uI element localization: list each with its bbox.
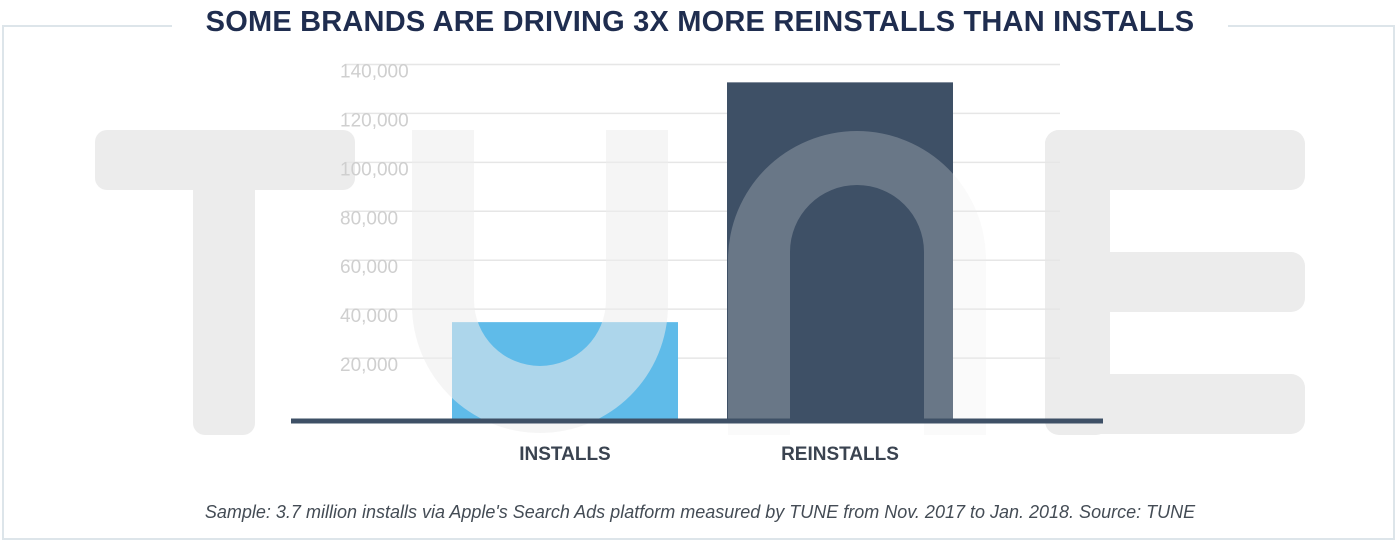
bar-reinstalls (727, 82, 953, 421)
y-axis-ticks: 20,000 40,000 60,000 80,000 100,000 120,000 14… (340, 61, 409, 376)
y-tick-label: 80,000 (340, 208, 398, 229)
watermark-n (728, 131, 986, 435)
y-tick-label: 40,000 (340, 306, 398, 327)
watermark-t-stem (193, 130, 255, 435)
x-category-label: REINSTALLS (781, 444, 899, 465)
watermark-u (412, 130, 668, 433)
title-wrap: SOME BRANDS ARE DRIVING 3X MORE REINSTAL… (0, 6, 1400, 39)
y-tick-label: 140,000 (340, 61, 409, 82)
chart-title: SOME BRANDS ARE DRIVING 3X MORE REINSTAL… (171, 6, 1229, 39)
y-tick-label: 100,000 (340, 159, 409, 180)
x-axis-categories: INSTALLS REINSTALLS (519, 444, 899, 465)
watermark-e-spine (1045, 130, 1110, 435)
source-caption: Sample: 3.7 million installs via Apple's… (204, 502, 1196, 522)
tune-watermark (95, 130, 1305, 435)
watermark-overlay (412, 130, 986, 435)
y-tick-label: 120,000 (340, 110, 409, 131)
y-tick-label: 60,000 (340, 257, 398, 278)
x-category-label: INSTALLS (519, 444, 610, 465)
y-tick-label: 20,000 (340, 355, 398, 376)
